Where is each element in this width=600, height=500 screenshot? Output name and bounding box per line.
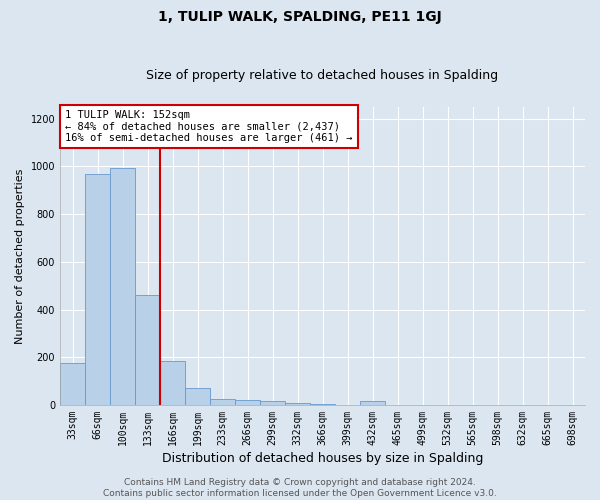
Bar — [285, 403, 310, 405]
Title: Size of property relative to detached houses in Spalding: Size of property relative to detached ho… — [146, 69, 499, 82]
Bar — [260, 402, 285, 405]
Bar — [310, 404, 335, 405]
Text: 1, TULIP WALK, SPALDING, PE11 1GJ: 1, TULIP WALK, SPALDING, PE11 1GJ — [158, 10, 442, 24]
Text: Contains HM Land Registry data © Crown copyright and database right 2024.
Contai: Contains HM Land Registry data © Crown c… — [103, 478, 497, 498]
Y-axis label: Number of detached properties: Number of detached properties — [15, 168, 25, 344]
Bar — [85, 174, 110, 405]
X-axis label: Distribution of detached houses by size in Spalding: Distribution of detached houses by size … — [162, 452, 483, 465]
Bar — [185, 388, 210, 405]
Bar — [160, 361, 185, 405]
Text: 1 TULIP WALK: 152sqm
← 84% of detached houses are smaller (2,437)
16% of semi-de: 1 TULIP WALK: 152sqm ← 84% of detached h… — [65, 110, 353, 143]
Bar — [360, 402, 385, 405]
Bar — [110, 168, 135, 405]
Bar — [60, 363, 85, 405]
Bar — [135, 295, 160, 405]
Bar — [235, 400, 260, 405]
Bar — [210, 399, 235, 405]
